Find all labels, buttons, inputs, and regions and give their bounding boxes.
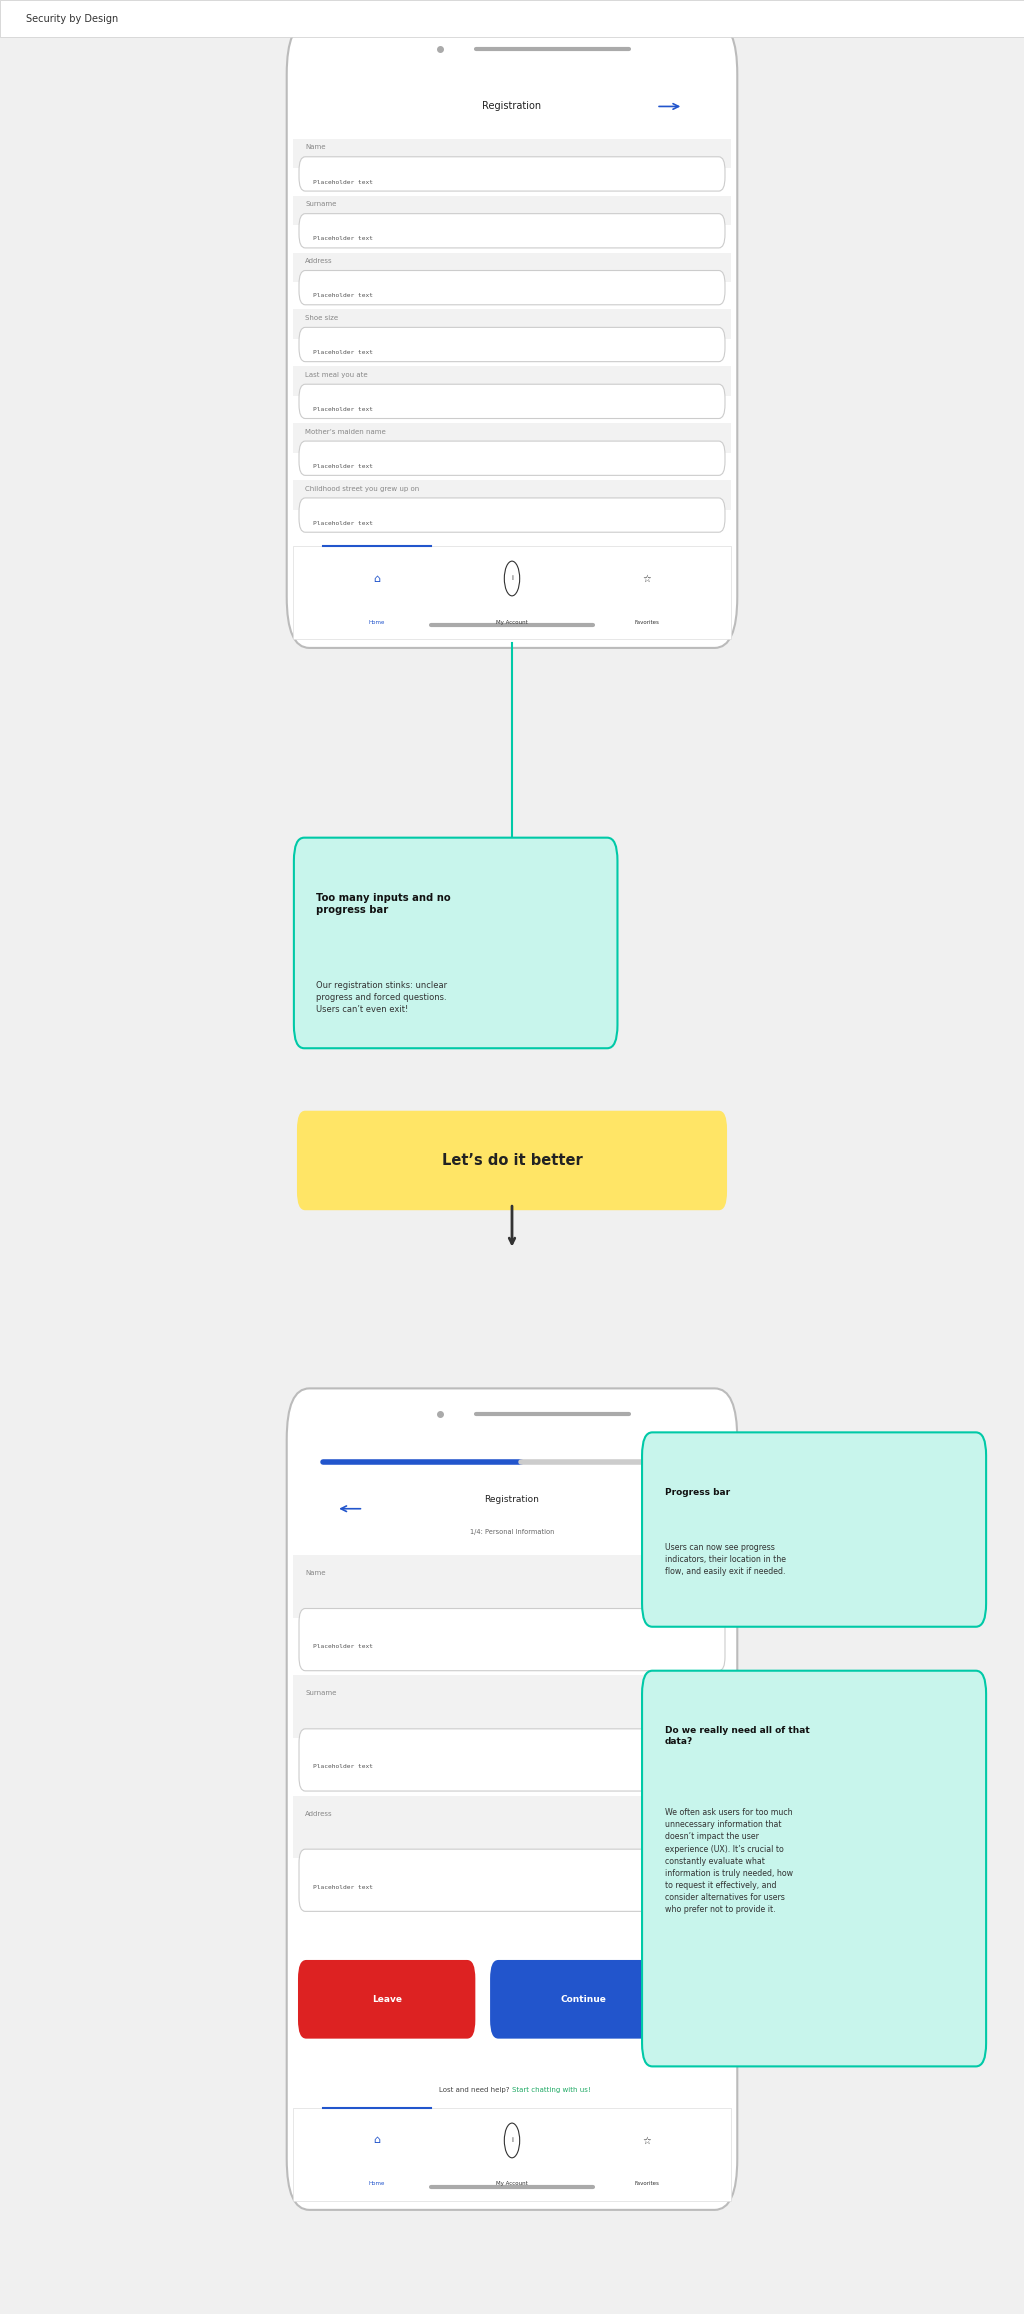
Text: Placeholder text: Placeholder text (313, 349, 374, 354)
Text: i: i (511, 576, 513, 581)
FancyBboxPatch shape (293, 366, 731, 396)
Text: Leave: Leave (372, 1995, 401, 2004)
FancyBboxPatch shape (287, 23, 737, 648)
Text: Progress bar: Progress bar (665, 1488, 730, 1497)
FancyBboxPatch shape (299, 213, 725, 248)
FancyBboxPatch shape (293, 139, 731, 169)
FancyBboxPatch shape (299, 1849, 725, 1911)
FancyBboxPatch shape (293, 197, 731, 224)
FancyBboxPatch shape (294, 838, 617, 1048)
Text: Surname: Surname (305, 201, 337, 208)
FancyBboxPatch shape (490, 1960, 677, 2039)
Text: Let’s do it better: Let’s do it better (441, 1152, 583, 1169)
FancyBboxPatch shape (297, 1111, 727, 1210)
FancyBboxPatch shape (293, 2108, 731, 2201)
Text: Enter manually: Enter manually (668, 1812, 719, 1816)
FancyBboxPatch shape (299, 271, 725, 305)
Text: 1/4: Personal Information: 1/4: Personal Information (470, 1530, 554, 1534)
Text: Surname: Surname (305, 1692, 337, 1696)
Text: We often ask users for too much
unnecessary information that
doesn’t impact the : We often ask users for too much unnecess… (665, 1807, 793, 1914)
Text: My Account: My Account (496, 2182, 528, 2187)
FancyBboxPatch shape (642, 1432, 986, 1627)
Text: Start chatting with us!: Start chatting with us! (512, 2087, 591, 2092)
Text: Security by Design: Security by Design (26, 14, 118, 23)
FancyBboxPatch shape (293, 546, 731, 639)
FancyBboxPatch shape (299, 498, 725, 532)
FancyBboxPatch shape (293, 74, 731, 139)
Text: i: i (511, 2138, 513, 2143)
Text: Continue: Continue (560, 1995, 606, 2004)
FancyBboxPatch shape (299, 384, 725, 419)
Text: Placeholder text: Placeholder text (313, 1884, 374, 1891)
Text: ☆: ☆ (643, 2136, 651, 2145)
FancyBboxPatch shape (299, 442, 725, 474)
FancyBboxPatch shape (298, 1960, 475, 2039)
FancyBboxPatch shape (293, 1796, 731, 1858)
Text: Placeholder text: Placeholder text (313, 180, 374, 185)
Text: Shoe size: Shoe size (305, 315, 338, 322)
Text: Registration: Registration (484, 1495, 540, 1504)
FancyBboxPatch shape (0, 0, 1024, 37)
FancyBboxPatch shape (293, 423, 731, 454)
FancyBboxPatch shape (287, 1388, 737, 2210)
Text: Address: Address (305, 1812, 333, 1816)
Text: Placeholder text: Placeholder text (313, 463, 374, 470)
Text: Do we really need all of that
data?: Do we really need all of that data? (665, 1726, 809, 1745)
Text: Registration: Registration (482, 102, 542, 111)
FancyBboxPatch shape (293, 1555, 731, 1617)
Text: Favorites: Favorites (635, 2182, 659, 2187)
Text: Name: Name (305, 143, 326, 150)
Text: Home: Home (369, 2182, 385, 2187)
Text: Placeholder text: Placeholder text (313, 1643, 374, 1650)
Text: Placeholder text: Placeholder text (313, 407, 374, 412)
FancyBboxPatch shape (299, 1729, 725, 1791)
Text: My Account: My Account (496, 620, 528, 625)
Text: Lost and need help?: Lost and need help? (439, 2087, 512, 2092)
FancyBboxPatch shape (642, 1671, 986, 2066)
Text: Too many inputs and no
progress bar: Too many inputs and no progress bar (316, 893, 451, 914)
Text: Childhood street you grew up on: Childhood street you grew up on (305, 486, 420, 491)
FancyBboxPatch shape (293, 252, 731, 282)
Text: Name: Name (305, 1571, 326, 1576)
FancyBboxPatch shape (293, 479, 731, 509)
FancyBboxPatch shape (293, 310, 731, 338)
Text: ⌂: ⌂ (374, 2136, 380, 2145)
Text: Placeholder text: Placeholder text (313, 1763, 374, 1770)
Text: ⌂: ⌂ (374, 574, 380, 583)
Text: Favorites: Favorites (635, 620, 659, 625)
Text: Placeholder text: Placeholder text (313, 294, 374, 299)
FancyBboxPatch shape (293, 1675, 731, 1738)
Text: Address: Address (305, 259, 333, 264)
Text: Last meal you ate: Last meal you ate (305, 373, 368, 377)
Text: Placeholder text: Placeholder text (313, 521, 374, 525)
Text: Placeholder text: Placeholder text (313, 236, 374, 241)
FancyBboxPatch shape (299, 157, 725, 192)
Text: Home: Home (369, 620, 385, 625)
Text: Our registration stinks: unclear
progress and forced questions.
Users can’t even: Our registration stinks: unclear progres… (316, 981, 447, 1014)
FancyBboxPatch shape (299, 326, 725, 361)
Text: Mother’s maiden name: Mother’s maiden name (305, 428, 386, 435)
Text: ☆: ☆ (643, 574, 651, 583)
FancyBboxPatch shape (299, 1608, 725, 1671)
Text: Users can now see progress
indicators, their location in the
flow, and easily ex: Users can now see progress indicators, t… (665, 1543, 785, 1576)
